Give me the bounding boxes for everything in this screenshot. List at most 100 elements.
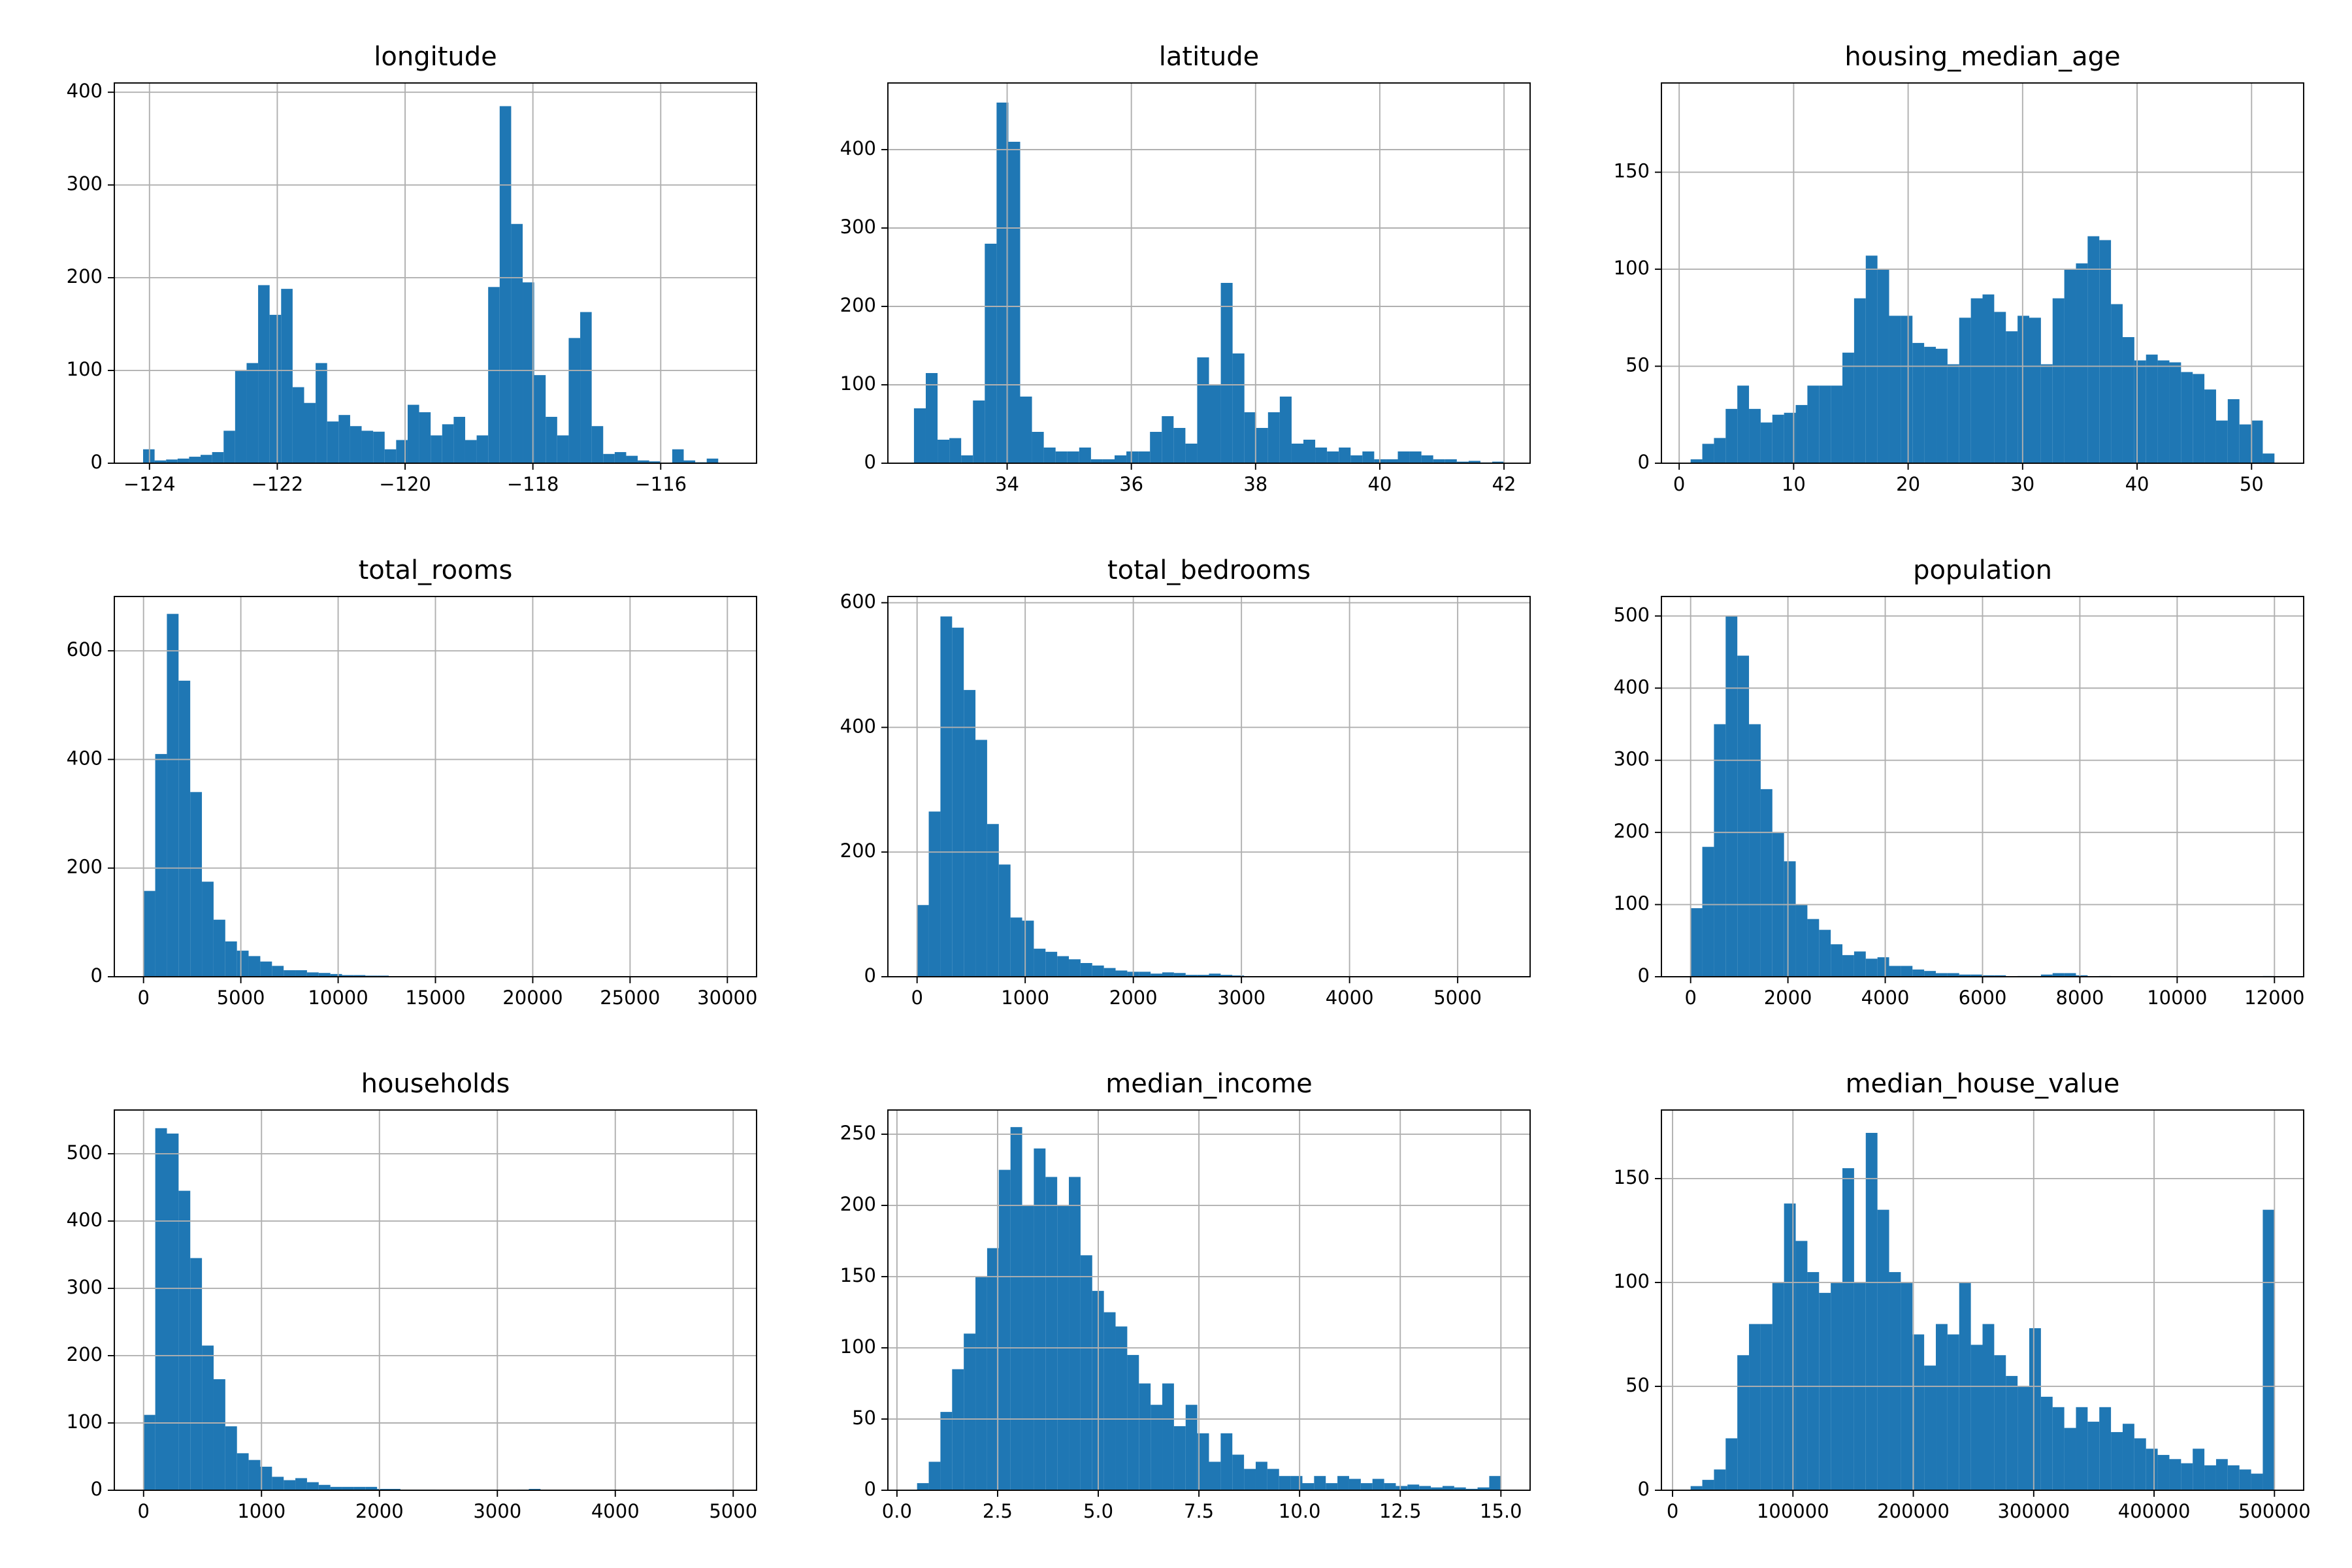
bar — [511, 223, 523, 463]
bar — [281, 289, 293, 463]
bar — [1994, 975, 2006, 977]
chart-title: total_bedrooms — [1107, 555, 1311, 585]
bar — [2193, 374, 2205, 463]
chart-title: population — [1913, 555, 2052, 585]
bar — [1819, 930, 1831, 977]
bar — [1067, 451, 1079, 463]
x-tick-label: 36 — [1119, 473, 1143, 495]
x-tick-label: 0 — [137, 987, 149, 1009]
bar — [1456, 461, 1469, 463]
bar — [1103, 968, 1116, 977]
y-tick-label: 200 — [67, 265, 103, 287]
y-tick-label: 300 — [67, 1276, 103, 1298]
y-tick-label: 0 — [91, 1478, 103, 1500]
bar — [1795, 1241, 1808, 1490]
bar — [1255, 1462, 1267, 1490]
bar — [1267, 1469, 1279, 1490]
bar — [2111, 1431, 2123, 1490]
bar — [987, 824, 999, 977]
bar — [1912, 1334, 1925, 1490]
bar — [365, 1486, 378, 1490]
bar — [338, 415, 350, 463]
y-tick-label: 0 — [864, 964, 876, 987]
y-tick-label: 500 — [1614, 604, 1650, 626]
x-tick-label: 12.5 — [1379, 1500, 1422, 1522]
bar — [1302, 1483, 1315, 1490]
bar — [1220, 975, 1233, 977]
bar — [225, 1426, 237, 1490]
bar — [213, 919, 225, 977]
y-tick-label: 50 — [1625, 354, 1650, 376]
bar — [1151, 1405, 1163, 1490]
bar — [1433, 459, 1445, 463]
x-tick-label: 5.0 — [1083, 1500, 1113, 1522]
x-tick-label: 0 — [1673, 473, 1685, 495]
y-tick-label: 150 — [840, 1264, 876, 1286]
x-tick-label: 0 — [138, 1500, 150, 1522]
bar — [284, 970, 296, 977]
bar — [295, 1478, 307, 1490]
bar — [377, 1488, 389, 1490]
bar — [1209, 1462, 1221, 1490]
bar — [143, 890, 155, 977]
y-tick-label: 0 — [91, 964, 103, 987]
bar — [465, 440, 477, 463]
bar — [330, 1486, 342, 1490]
bar — [2040, 974, 2053, 977]
bar — [1970, 974, 1983, 977]
bar — [453, 417, 465, 463]
x-tick-label: 1000 — [237, 1500, 286, 1522]
bar — [407, 404, 419, 463]
y-tick-label: 0 — [864, 451, 876, 473]
bar — [2239, 424, 2251, 463]
bar — [1421, 455, 1433, 463]
bar — [2040, 1396, 2053, 1490]
chart-title: housing_median_age — [1844, 42, 2120, 72]
bar — [1924, 1365, 1936, 1490]
bar — [1737, 1355, 1750, 1490]
bar — [361, 431, 374, 463]
y-tick-label: 100 — [67, 1411, 103, 1433]
y-tick-label: 0 — [1638, 451, 1650, 473]
y-tick-label: 600 — [67, 638, 103, 661]
bar — [1232, 353, 1245, 463]
bar — [1069, 1177, 1081, 1490]
x-tick-label: −120 — [379, 473, 431, 495]
bar — [1784, 1203, 1796, 1490]
bar — [1947, 364, 1959, 463]
bar — [1173, 973, 1186, 977]
axes-frame — [114, 82, 757, 464]
x-tick-label: 0 — [1684, 987, 1696, 1009]
bar — [2017, 1386, 2029, 1490]
bar — [353, 1486, 366, 1490]
bar — [1244, 412, 1256, 463]
x-tick-label: 34 — [995, 473, 1019, 495]
bar — [1489, 1476, 1501, 1490]
x-tick-label: 0.0 — [882, 1500, 912, 1522]
bar — [1702, 1480, 1714, 1490]
bar — [1749, 724, 1761, 977]
bar — [975, 1277, 987, 1490]
bar — [2052, 298, 2065, 463]
axes-frame — [114, 1109, 757, 1491]
bar — [1173, 428, 1186, 463]
y-tick-label: 100 — [67, 358, 103, 380]
bar — [949, 438, 962, 463]
bar — [1162, 1383, 1174, 1490]
x-tick-label: 15.0 — [1480, 1500, 1522, 1522]
bar — [1303, 440, 1316, 463]
y-tick-label: 100 — [840, 372, 876, 395]
y-tick-label: 400 — [1614, 676, 1650, 698]
bar — [1982, 1324, 1995, 1490]
bar — [2262, 453, 2275, 463]
bar — [269, 314, 282, 463]
y-tick-label: 400 — [67, 1209, 103, 1231]
bar — [2122, 1424, 2134, 1490]
bar — [1994, 312, 2006, 463]
bar — [534, 375, 546, 463]
bar — [316, 363, 327, 463]
y-tick-label: 0 — [1638, 1478, 1650, 1500]
bar — [1819, 385, 1831, 463]
bar — [1209, 973, 1221, 977]
y-tick-label: 200 — [67, 1343, 103, 1365]
